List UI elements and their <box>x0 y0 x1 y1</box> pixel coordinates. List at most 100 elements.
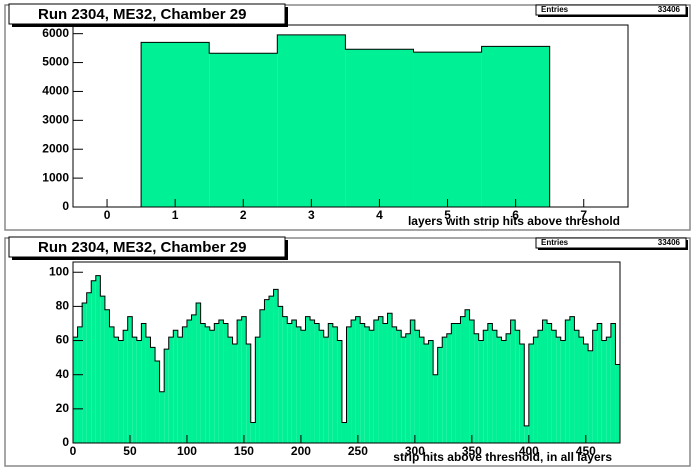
y-tick-label: 60 <box>56 333 70 347</box>
histogram-bar <box>496 337 502 443</box>
histogram-bar <box>91 280 96 443</box>
y-tick-label: 0 <box>62 199 69 213</box>
x-tick-label: 5 <box>444 208 451 222</box>
histogram-bar <box>182 326 187 443</box>
histogram-bar <box>346 326 352 443</box>
histogram-bar <box>351 320 356 443</box>
y-tick-label: 6000 <box>42 26 69 40</box>
x-tick-label: 4 <box>376 208 383 222</box>
histogram-bar <box>413 52 482 208</box>
y-tick-label: 0 <box>62 435 69 449</box>
stats-box <box>535 4 687 16</box>
x-tick-label: 7 <box>580 208 587 222</box>
x-axis-label: layers with strip hits above threshold <box>408 214 620 228</box>
histogram-bar <box>469 320 475 443</box>
x-tick-label: 250 <box>348 444 368 458</box>
histogram-bar <box>519 343 525 443</box>
histogram-bar <box>218 320 224 443</box>
x-tick-label: 0 <box>70 444 77 458</box>
histogram-bar <box>492 330 497 443</box>
y-tick-label: 3000 <box>42 113 69 127</box>
x-tick-label: 300 <box>405 444 425 458</box>
histogram-bar <box>396 330 402 443</box>
histogram-bar <box>410 320 415 443</box>
histogram-bar <box>341 422 347 443</box>
x-tick-label: 1 <box>172 208 179 222</box>
histogram-bar <box>578 337 584 443</box>
x-tick-label: 450 <box>576 444 596 458</box>
histogram-bar <box>227 337 233 443</box>
histogram-bar <box>214 323 219 443</box>
histogram-bar <box>282 316 288 443</box>
histogram-bar <box>264 299 270 443</box>
histogram-bar <box>259 309 265 443</box>
histogram-bar <box>104 309 110 443</box>
histogram-bar <box>278 306 283 443</box>
histogram-bar <box>136 340 142 443</box>
histogram-bar <box>305 316 311 443</box>
histogram-bar <box>287 323 292 443</box>
histogram-bar <box>100 296 105 443</box>
histogram-bar <box>506 333 511 443</box>
histogram-bar <box>118 340 124 443</box>
histogram-bar <box>433 374 438 443</box>
histogram-bar <box>474 333 479 443</box>
x-tick-label: 200 <box>291 444 311 458</box>
histogram-bar <box>373 320 379 443</box>
histogram-bar <box>205 326 210 443</box>
histogram-bar <box>528 343 534 443</box>
histogram-bar <box>168 337 174 443</box>
histogram-bar <box>583 343 589 443</box>
histogram-bar <box>597 323 602 443</box>
histogram-bar <box>601 340 607 443</box>
histogram-bar <box>524 425 529 443</box>
histogram-bar <box>460 316 466 443</box>
x-tick-label: 400 <box>519 444 539 458</box>
histogram-bar <box>487 323 493 443</box>
histogram-bar <box>123 330 128 443</box>
y-tick-label: 100 <box>49 264 69 278</box>
histogram-bar <box>310 320 315 443</box>
histogram-bar <box>314 323 320 443</box>
histogram-bar <box>481 46 550 207</box>
histogram-bar <box>387 313 393 443</box>
histogram-bar <box>196 302 201 443</box>
histogram-bar <box>606 337 611 443</box>
histogram-bar <box>369 330 374 443</box>
histogram-bar <box>186 320 192 443</box>
stats-value: 33406 <box>658 238 681 247</box>
x-axis-label: strip hits above threshold, in all layer… <box>393 450 612 464</box>
histogram-bar <box>277 34 346 208</box>
histogram-bar <box>478 340 484 443</box>
chart-title: Run 2304, ME32, Chamber 29 <box>38 6 246 23</box>
histogram-bar <box>127 316 133 443</box>
histogram-bar <box>515 330 520 443</box>
y-tick-label: 80 <box>56 299 70 313</box>
histogram-bar <box>209 330 215 443</box>
chart-title: Run 2304, ME32, Chamber 29 <box>38 239 246 256</box>
histogram-bar <box>337 340 342 443</box>
histogram-bar <box>428 340 434 443</box>
y-tick-label: 20 <box>56 401 70 415</box>
y-tick-label: 1000 <box>42 170 69 184</box>
histogram-bar <box>86 292 92 443</box>
histogram-bar <box>246 343 251 443</box>
histogram-bar <box>328 323 333 443</box>
histogram-bar <box>360 323 365 443</box>
histogram-bar <box>141 42 210 208</box>
histogram-bar <box>237 320 242 443</box>
stats-label: Entries <box>541 5 569 14</box>
histogram-bar <box>82 302 87 443</box>
histogram-bar <box>405 333 411 443</box>
histogram-bar <box>401 337 406 443</box>
histogram-bar <box>164 349 169 443</box>
histogram-bar <box>132 337 137 443</box>
histogram-bar <box>255 337 260 443</box>
histogram-bar <box>501 340 507 443</box>
title-box <box>8 3 286 25</box>
title-box <box>8 236 286 258</box>
y-tick-label: 5000 <box>42 55 69 69</box>
histogram-bar <box>269 296 274 443</box>
